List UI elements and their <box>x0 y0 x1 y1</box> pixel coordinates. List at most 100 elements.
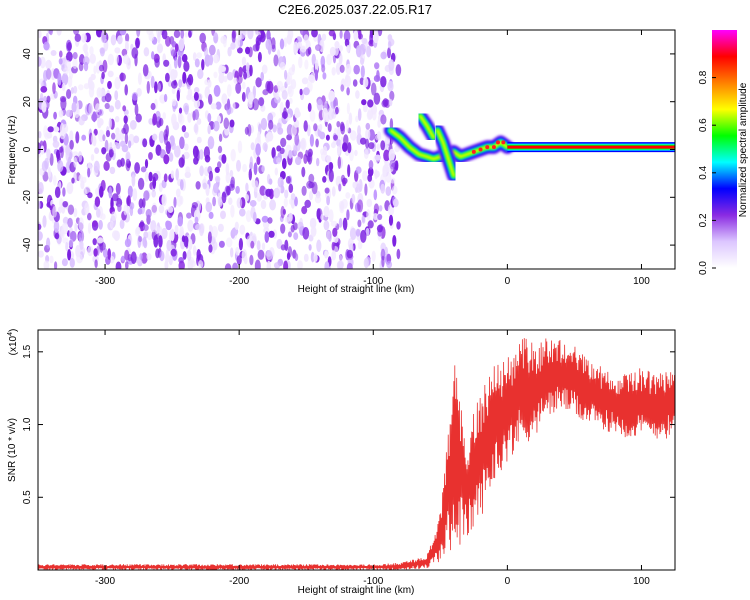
signal-peak <box>495 140 500 145</box>
noise-speckle <box>207 124 211 135</box>
noise-speckle <box>257 34 263 42</box>
x-tick-label: 0 <box>505 576 511 587</box>
x-tick-label: -100 <box>363 576 383 587</box>
noise-speckle <box>293 232 299 241</box>
noise-speckle <box>279 61 286 70</box>
noise-speckle <box>112 193 119 202</box>
noise-speckle <box>49 30 53 36</box>
noise-speckle <box>366 45 372 58</box>
noise-speckle <box>345 119 349 133</box>
noise-speckle <box>67 217 73 228</box>
noise-speckle <box>152 176 157 189</box>
noise-speckle <box>243 71 248 80</box>
noise-speckle <box>181 235 186 243</box>
noise-speckle <box>217 223 224 233</box>
noise-speckle <box>111 132 116 140</box>
noise-speckle <box>249 200 257 207</box>
noise-speckle <box>167 206 174 214</box>
noise-speckle <box>228 183 235 191</box>
noise-speckle <box>337 146 341 155</box>
noise-speckle <box>87 245 94 257</box>
noise-speckle <box>87 192 93 199</box>
noise-speckle <box>214 175 221 183</box>
noise-speckle <box>326 155 332 164</box>
noise-speckle <box>224 263 232 269</box>
noise-speckle <box>326 53 332 66</box>
noise-speckle <box>80 180 85 190</box>
noise-speckle <box>61 82 66 91</box>
noise-speckle <box>261 64 268 74</box>
noise-speckle <box>74 222 78 232</box>
noise-speckle <box>288 97 293 104</box>
signal-track-layer <box>383 109 675 183</box>
noise-speckle <box>53 111 57 120</box>
spectrogram-y-ticks: -40 -20 0 20 40 <box>22 48 675 252</box>
noise-speckle <box>283 197 288 208</box>
noise-speckle <box>380 51 387 60</box>
noise-speckle <box>110 211 117 221</box>
x-tick-label: -300 <box>95 276 115 287</box>
noise-speckle <box>38 30 42 39</box>
noise-speckle <box>208 224 213 232</box>
noise-speckle <box>186 249 192 261</box>
spectrogram-x-axis-label: Height of straight line (km) <box>298 284 415 295</box>
noise-speckle <box>360 57 365 65</box>
noise-speckle <box>373 75 381 82</box>
noise-speckle <box>115 183 121 195</box>
noise-speckle <box>45 59 52 70</box>
noise-speckle <box>253 180 259 193</box>
noise-speckle <box>301 77 309 85</box>
noise-speckle <box>374 134 382 141</box>
noise-speckle <box>267 217 273 224</box>
noise-speckle <box>213 54 220 64</box>
noise-speckle <box>228 197 233 205</box>
noise-speckle <box>264 231 270 243</box>
noise-speckle <box>135 37 140 49</box>
noise-speckle <box>215 101 222 110</box>
noise-speckle <box>131 92 139 101</box>
noise-speckle <box>218 73 225 84</box>
noise-speckle <box>93 65 97 75</box>
noise-speckle <box>65 241 69 252</box>
noise-speckle <box>49 255 54 264</box>
colorbar-ticks: 0.0 0.2 0.4 0.6 0.8 <box>698 70 716 275</box>
noise-speckle <box>98 109 104 116</box>
noise-speckle <box>93 160 100 174</box>
noise-speckle <box>134 103 139 116</box>
noise-speckle <box>75 100 79 114</box>
noise-speckle <box>247 124 252 137</box>
noise-speckle <box>204 47 209 58</box>
noise-speckle <box>345 63 352 75</box>
noise-speckle <box>104 102 110 110</box>
noise-speckle <box>69 139 74 150</box>
noise-speckle <box>74 33 82 42</box>
noise-speckle <box>331 241 335 251</box>
snr-line <box>38 338 675 570</box>
noise-speckle <box>266 260 272 269</box>
noise-speckle <box>193 109 200 121</box>
signal-peak <box>485 145 490 150</box>
noise-speckle <box>294 133 300 146</box>
noise-speckle <box>218 133 223 142</box>
noise-speckle <box>387 80 394 92</box>
noise-speckle <box>234 38 241 49</box>
noise-speckle <box>198 260 204 269</box>
noise-speckle <box>345 192 351 199</box>
noise-speckle <box>272 124 277 133</box>
noise-speckle <box>342 142 348 153</box>
noise-speckle <box>163 154 170 165</box>
noise-speckle <box>139 253 143 261</box>
noise-speckle <box>335 106 339 115</box>
noise-speckle <box>161 30 168 40</box>
noise-speckle <box>152 113 157 126</box>
noise-speckle <box>273 187 281 199</box>
noise-speckle <box>268 119 274 130</box>
noise-speckle <box>338 183 342 192</box>
noise-speckle <box>355 166 362 174</box>
noise-speckle <box>182 251 187 260</box>
noise-speckle <box>223 75 228 83</box>
noise-speckle <box>313 123 318 132</box>
noise-speckle <box>331 250 337 261</box>
noise-speckle <box>343 30 351 42</box>
